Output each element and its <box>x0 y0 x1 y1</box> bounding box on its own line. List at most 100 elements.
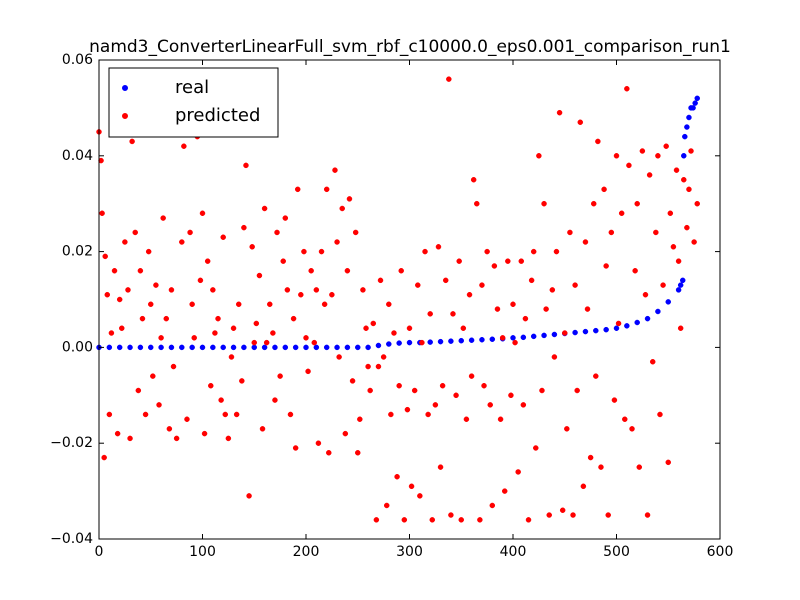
point <box>253 320 260 327</box>
point <box>230 325 237 331</box>
point <box>601 186 607 193</box>
point <box>163 315 170 322</box>
point <box>210 287 216 293</box>
point <box>595 138 601 145</box>
point <box>344 268 351 274</box>
point <box>448 512 454 518</box>
point <box>179 344 185 351</box>
x-tick-label: 300 <box>396 544 423 560</box>
point <box>243 162 249 169</box>
point <box>484 248 490 255</box>
point <box>239 378 245 384</box>
point <box>673 167 680 173</box>
point <box>653 229 659 236</box>
point <box>479 282 485 288</box>
point <box>518 258 525 264</box>
point <box>119 325 125 331</box>
point <box>267 301 273 308</box>
point <box>415 282 421 288</box>
point <box>481 382 487 389</box>
point <box>608 229 615 236</box>
point <box>468 373 475 379</box>
point <box>572 282 578 288</box>
point <box>191 335 197 341</box>
point <box>615 320 622 327</box>
point <box>677 282 684 288</box>
point <box>259 426 266 432</box>
point <box>686 186 692 193</box>
point <box>582 328 589 335</box>
point <box>682 133 688 140</box>
point <box>553 248 560 255</box>
point <box>419 339 425 346</box>
point <box>613 325 620 331</box>
point <box>626 162 632 169</box>
y-tick-label: −0.04 <box>50 531 93 547</box>
point <box>135 387 142 394</box>
point <box>611 397 618 403</box>
point <box>208 382 214 389</box>
point <box>215 315 221 322</box>
point <box>489 336 496 343</box>
point <box>570 512 576 518</box>
point <box>453 392 459 399</box>
point <box>401 517 408 523</box>
point <box>313 287 320 293</box>
point <box>494 306 501 312</box>
point <box>644 315 651 322</box>
point <box>122 239 128 245</box>
point <box>303 335 309 341</box>
point <box>139 315 146 322</box>
point <box>634 319 640 326</box>
point <box>158 335 164 341</box>
y-tick-label: 0.02 <box>62 244 93 260</box>
point <box>670 244 677 250</box>
point <box>383 502 390 509</box>
point <box>220 344 226 351</box>
point <box>235 301 242 308</box>
point <box>212 330 218 336</box>
point <box>551 331 558 338</box>
point <box>618 210 625 217</box>
point <box>199 210 206 217</box>
y-tick-label: 0.06 <box>62 52 93 68</box>
point <box>417 493 423 499</box>
point <box>263 339 270 346</box>
point <box>642 291 649 298</box>
point <box>114 430 121 437</box>
point <box>318 248 325 255</box>
point <box>520 334 527 341</box>
point <box>373 517 380 523</box>
legend-marker <box>122 113 128 119</box>
point <box>624 85 630 92</box>
point <box>220 234 226 240</box>
point <box>284 287 291 293</box>
point <box>684 124 690 130</box>
point <box>292 445 299 451</box>
point <box>142 411 149 418</box>
point <box>111 268 118 274</box>
point <box>404 406 411 413</box>
point <box>539 387 545 394</box>
point <box>437 464 444 470</box>
point <box>422 248 428 255</box>
point <box>663 143 669 149</box>
point <box>522 315 529 322</box>
point <box>323 186 330 193</box>
point <box>694 95 700 102</box>
point <box>427 311 433 317</box>
point <box>644 512 651 518</box>
point <box>377 277 384 284</box>
x-tick-label: 0 <box>95 544 104 560</box>
point <box>158 344 164 351</box>
point <box>336 354 342 360</box>
point <box>189 344 195 351</box>
point <box>528 277 535 284</box>
point <box>375 342 382 349</box>
point <box>181 143 187 149</box>
point <box>665 299 671 305</box>
point <box>129 138 135 145</box>
point <box>667 210 674 217</box>
point <box>546 512 552 518</box>
